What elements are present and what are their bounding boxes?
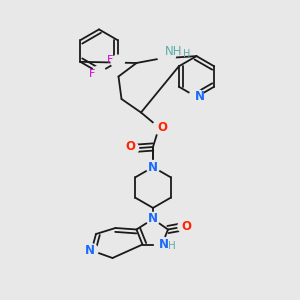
Text: O: O	[181, 220, 191, 233]
Text: N: N	[148, 160, 158, 174]
Circle shape	[189, 89, 204, 104]
Text: O: O	[125, 140, 136, 154]
Circle shape	[154, 237, 169, 252]
Text: N: N	[148, 212, 158, 226]
Text: NH: NH	[165, 45, 183, 58]
Circle shape	[125, 142, 139, 155]
Text: O: O	[157, 121, 167, 134]
Text: N: N	[194, 90, 205, 104]
Text: N: N	[85, 244, 95, 257]
Circle shape	[85, 244, 98, 257]
Circle shape	[152, 121, 166, 134]
Circle shape	[146, 212, 160, 226]
Circle shape	[178, 220, 191, 233]
Circle shape	[158, 46, 175, 64]
Circle shape	[111, 55, 124, 68]
Text: F: F	[107, 55, 113, 65]
Text: F: F	[89, 69, 96, 79]
Circle shape	[92, 66, 106, 79]
Text: N: N	[158, 238, 169, 251]
Circle shape	[146, 160, 160, 174]
Text: H: H	[183, 49, 190, 59]
Text: H: H	[168, 241, 176, 251]
